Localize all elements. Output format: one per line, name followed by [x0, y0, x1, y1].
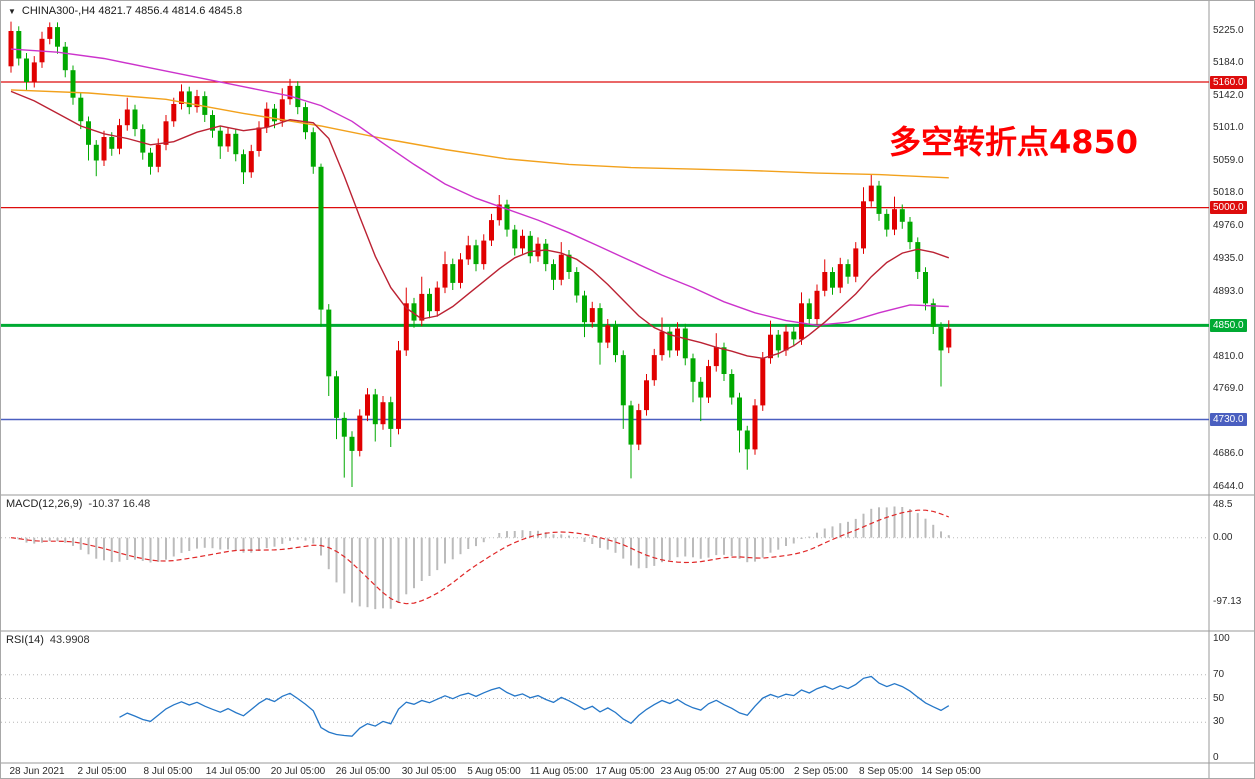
- rsi-level-lines: [1, 674, 1209, 723]
- annotation-text: 多空转折点4850: [889, 123, 1139, 161]
- rsi-indicator-label: RSI(14) 43.9908: [6, 634, 90, 646]
- macd-indicator-label: MACD(12,26,9) -10.37 16.48: [6, 498, 150, 510]
- symbol-dropdown-icon[interactable]: ▼: [8, 6, 16, 16]
- rsi-name: RSI(14): [6, 634, 44, 646]
- macd-signal-line: [10, 509, 950, 605]
- symbol-title: ▼ CHINA300-,H4 4821.7 4856.4 4814.6 4845…: [8, 5, 242, 17]
- ma-mid-magenta-line: [10, 48, 949, 327]
- rsi-value: 43.9908: [49, 634, 90, 646]
- macd-name: MACD(12,26,9): [6, 498, 83, 510]
- ma-slow-orange-line: [10, 89, 949, 179]
- candles-layer[interactable]: [8, 21, 952, 487]
- ma-fast-red-line: [10, 90, 950, 360]
- macd-values: -10.37 16.48: [88, 498, 151, 510]
- symbol-ohlc-label: CHINA300-,H4 4821.7 4856.4 4814.6 4845.8: [21, 5, 243, 17]
- support-resistance-lines[interactable]: [1, 81, 1209, 421]
- rsi-line: [119, 675, 950, 737]
- macd-histogram[interactable]: [11, 506, 950, 610]
